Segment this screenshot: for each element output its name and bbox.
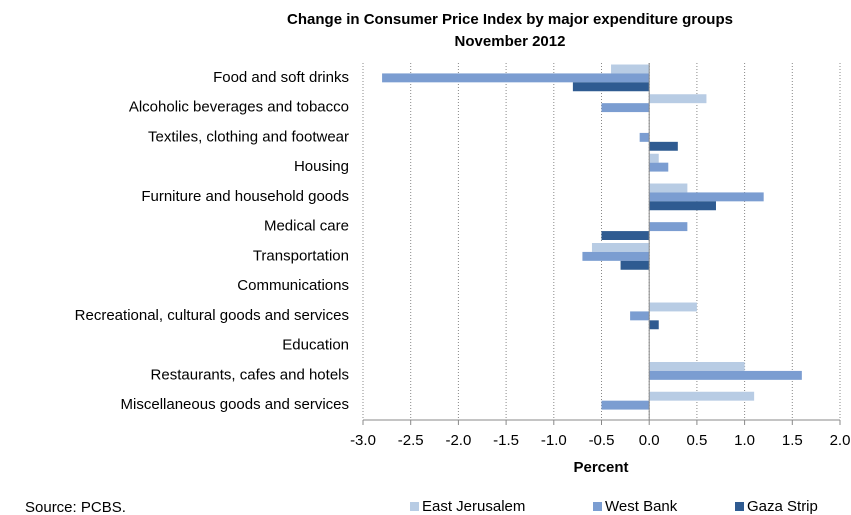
bar [649,391,755,401]
bar [382,73,650,83]
x-tick-label: 0.5 [686,432,707,449]
bar [591,243,650,252]
x-axis-label: Percent [573,459,628,476]
bar [639,132,650,142]
x-tick-label: -1.0 [541,432,567,449]
bar [601,103,650,113]
x-tick-label: 2.0 [830,432,851,449]
x-tick-label: 1.0 [734,432,755,449]
bar [649,183,688,193]
bar [649,320,659,330]
y-tick-label: Communications [237,277,349,294]
legend-label: Gaza Strip [747,498,818,515]
y-tick-label: Alcoholic beverages and tobacco [129,99,349,116]
legend-swatch [735,502,744,511]
y-tick-label: Miscellaneous goods and services [121,396,349,413]
source-note: Source: PCBS. [25,499,126,515]
y-tick-label: Recreational, cultural goods and service… [75,307,349,324]
legend-swatch [410,502,419,511]
y-tick-label: Furniture and household goods [141,188,349,205]
bar [582,251,650,261]
bar [649,362,745,371]
legend-label: West Bank [605,498,678,515]
x-tick-label: -1.5 [493,432,519,449]
y-tick-label: Restaurants, cafes and hotels [151,366,349,383]
x-tick-label: -0.5 [589,432,615,449]
chart-title: Change in Consumer Price Index by major … [287,11,733,28]
bar [649,302,697,312]
bar [649,192,764,202]
bar [572,82,650,92]
x-tick-label: 0.0 [639,432,660,449]
x-tick-label: -2.5 [398,432,424,449]
bar [649,153,659,163]
bar [649,162,669,172]
bar [601,231,650,240]
y-tick-label: Transportation [253,247,349,264]
y-tick-label: Food and soft drinks [213,69,349,86]
legend-label: East Jerusalem [422,498,525,515]
bar [649,94,707,104]
x-tick-label: -2.0 [445,432,471,449]
chart-subtitle: November 2012 [455,33,566,50]
bar [611,64,650,74]
x-tick-label: -3.0 [350,432,376,449]
bar [601,400,650,410]
bar [620,260,650,270]
x-tick-label: 1.5 [782,432,803,449]
y-tick-label: Medical care [264,218,349,235]
y-tick-label: Housing [294,158,349,175]
bar [649,201,716,211]
y-tick-label: Textiles, clothing and footwear [148,128,349,145]
bar [649,141,678,151]
legend-swatch [593,502,602,511]
y-tick-label: Education [282,337,349,354]
bar [630,311,650,321]
bar [649,222,688,232]
bar [649,370,802,380]
